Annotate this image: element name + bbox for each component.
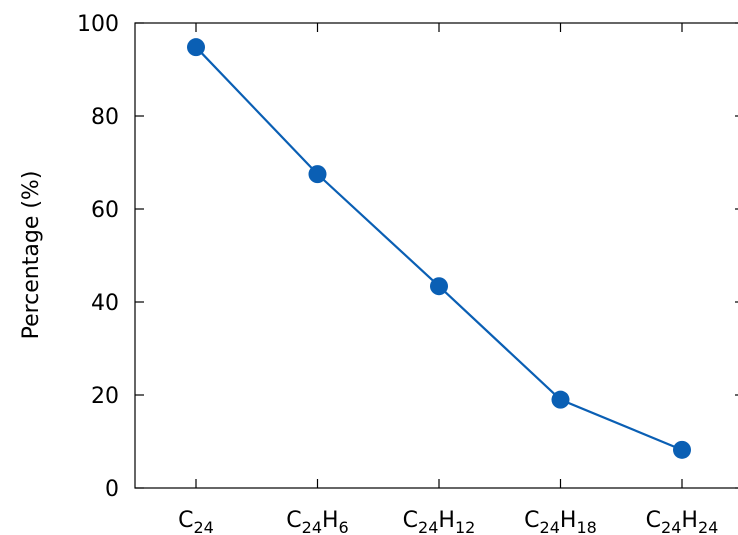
data-point	[551, 390, 570, 409]
data-point	[187, 38, 205, 57]
data-point	[308, 165, 327, 184]
x-tick-label: C24	[178, 508, 214, 535]
y-tick-label: 100	[77, 12, 119, 37]
formula-subscript: 24	[540, 518, 560, 535]
formula-element: C	[286, 508, 301, 533]
x-tick-label: C24H18	[524, 508, 597, 535]
formula-subscript: 12	[455, 518, 475, 535]
formula-subscript: 24	[661, 518, 681, 535]
data-point	[430, 277, 448, 296]
x-axis: C24 C24H6 C24H12 C24H18 C24H24	[178, 23, 718, 535]
series-layer	[187, 38, 691, 459]
x-tick-label: C24H6	[286, 508, 348, 535]
data-point	[673, 440, 691, 459]
y-tick-label: 40	[91, 291, 119, 316]
x-tick-label: C24H24	[646, 508, 719, 535]
y-axis-title: Percentage (%)	[19, 171, 44, 340]
plot-frame	[134, 22, 738, 489]
formula-subscript: 18	[576, 518, 596, 535]
y-tick-label: 20	[91, 384, 119, 409]
formula-element: H	[438, 508, 455, 533]
formula-subscript: 24	[194, 518, 214, 535]
formula-element: C	[524, 508, 539, 533]
x-tick-label: C24H12	[403, 508, 476, 535]
formula-subscript: 24	[302, 518, 322, 535]
y-tick-label: 60	[91, 198, 119, 223]
formula-subscript: 24	[418, 518, 438, 535]
series-line	[195, 46, 683, 451]
formula-element: H	[681, 508, 698, 533]
formula-subscript: 6	[339, 518, 349, 535]
y-tick-label: 80	[91, 105, 119, 130]
y-axis: 0 20 40 60 80 100	[77, 12, 738, 502]
formula-element: H	[322, 508, 339, 533]
formula-element: C	[646, 508, 661, 533]
y-tick-label: 0	[105, 477, 119, 502]
formula-element: C	[403, 508, 418, 533]
formula-subscript: 24	[698, 518, 718, 535]
formula-element: H	[560, 508, 577, 533]
formula-element: C	[178, 508, 193, 533]
